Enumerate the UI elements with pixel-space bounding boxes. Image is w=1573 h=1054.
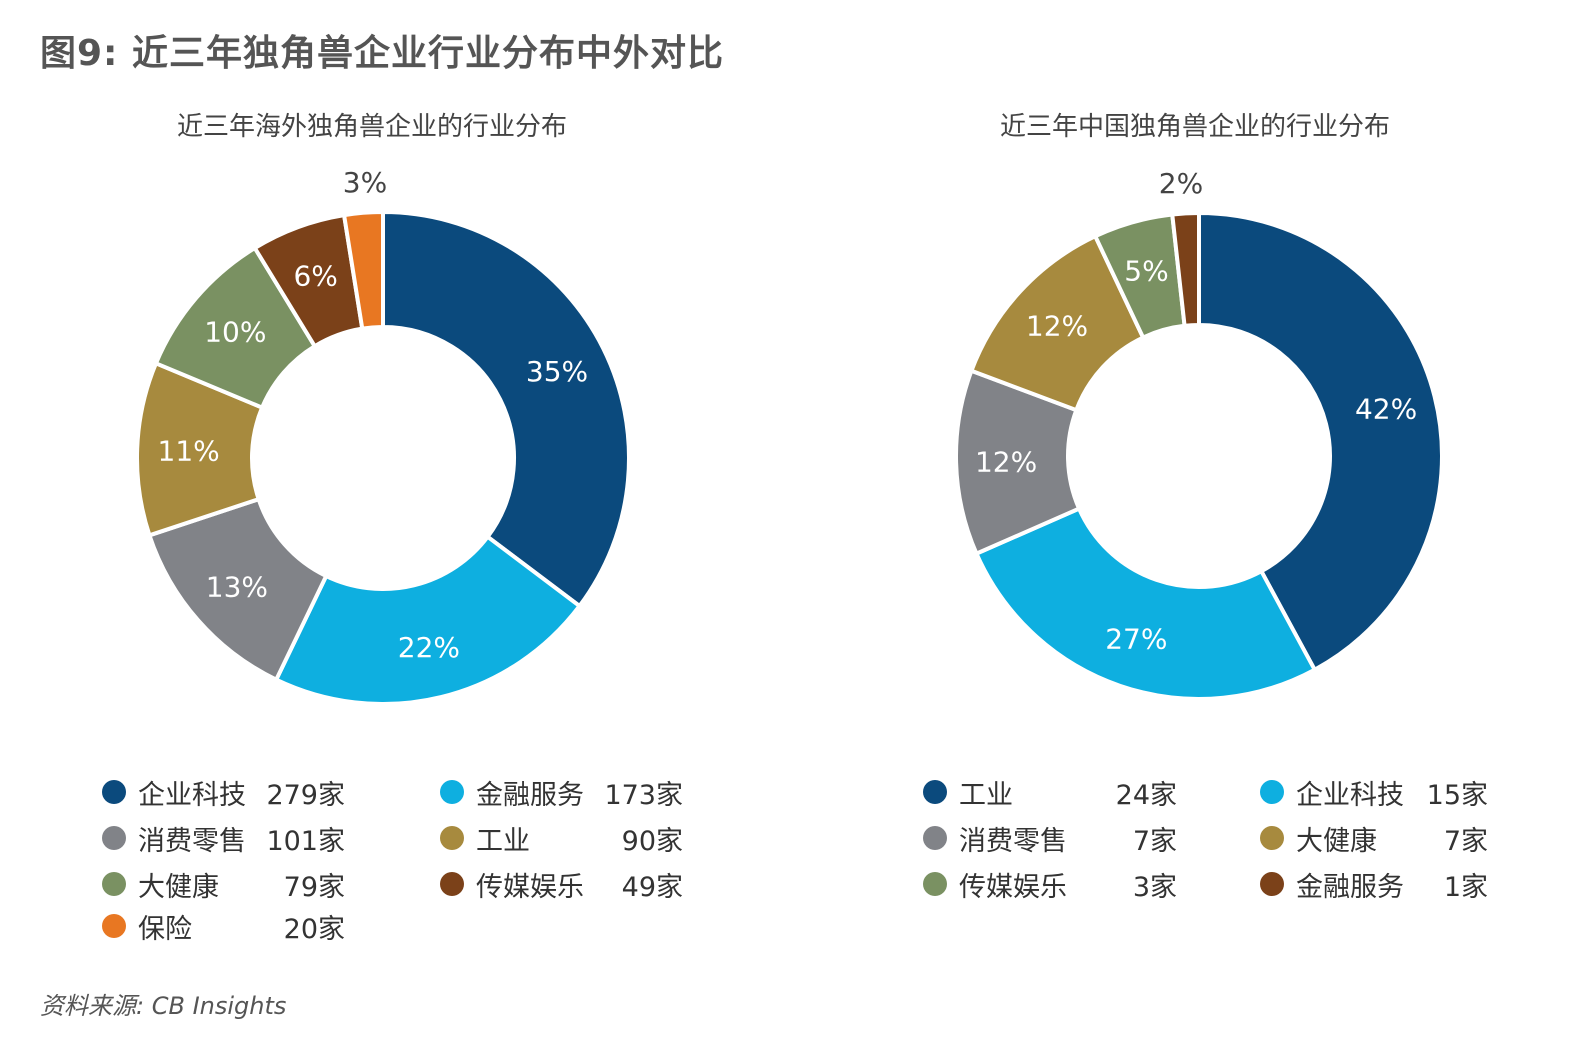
legend-label: 金融服务 — [476, 779, 584, 811]
legend-label: 企业科技 — [138, 779, 246, 811]
legend-count: 173家 — [604, 779, 683, 811]
donut-slice-企业科技 — [381, 209, 631, 609]
percent-label: 5% — [1124, 254, 1168, 287]
china-chart-title: 近三年中国独角兽企业的行业分布 — [999, 112, 1390, 142]
percent-label: 2% — [1159, 167, 1203, 200]
legend-count: 49家 — [621, 871, 683, 903]
percent-label: 3% — [343, 166, 387, 199]
percent-label: 10% — [204, 315, 266, 348]
legend-count: 79家 — [283, 871, 345, 903]
donut-slice-企业科技 — [973, 505, 1318, 701]
legend-item: 传媒娱乐 49家 — [440, 867, 683, 903]
legend-label: 工业 — [959, 779, 1013, 811]
percent-label: 13% — [206, 570, 268, 603]
donut-slice-工业 — [1197, 210, 1444, 673]
legend-swatch-icon — [1260, 780, 1284, 804]
percent-label: 11% — [158, 435, 220, 468]
legend-label: 传媒娱乐 — [959, 871, 1067, 903]
legend-label: 工业 — [476, 825, 530, 857]
legend-label: 传媒娱乐 — [476, 871, 584, 903]
legend-item: 大健康 79家 — [102, 867, 345, 903]
percent-label: 12% — [1026, 309, 1088, 342]
legend-swatch-icon — [440, 872, 464, 896]
percent-label: 35% — [526, 355, 588, 388]
legend-swatch-icon — [1260, 872, 1284, 896]
legend-label: 企业科技 — [1296, 779, 1404, 811]
legend-item: 金融服务 173家 — [440, 775, 683, 811]
legend-swatch-icon — [102, 914, 126, 938]
percent-label: 6% — [293, 260, 337, 293]
overseas-chart-title: 近三年海外独角兽企业的行业分布 — [176, 112, 567, 142]
legend-count: 3家 — [1132, 871, 1177, 903]
legend-count: 90家 — [621, 825, 683, 857]
legend-item: 保险 20家 — [102, 909, 345, 945]
legend-swatch-icon — [102, 872, 126, 896]
legend-swatch-icon — [440, 780, 464, 804]
legend-item: 传媒娱乐 3家 — [923, 867, 1177, 903]
percent-label: 22% — [398, 631, 460, 664]
percent-label: 42% — [1355, 393, 1417, 426]
legend-swatch-icon — [102, 826, 126, 850]
legend-count: 101家 — [266, 825, 345, 857]
legend-count: 24家 — [1115, 779, 1177, 811]
legend-item: 企业科技 15家 — [1260, 775, 1488, 811]
legend-count: 7家 — [1132, 825, 1177, 857]
legend-label: 保险 — [138, 913, 192, 945]
legend-swatch-icon — [923, 780, 947, 804]
legend-label: 消费零售 — [959, 825, 1067, 857]
donut-slice-金融服务 — [1170, 210, 1201, 329]
legend-count: 7家 — [1443, 825, 1488, 857]
legend-item: 工业 24家 — [923, 775, 1177, 811]
legend-count: 15家 — [1426, 779, 1488, 811]
legend-swatch-icon — [923, 872, 947, 896]
legend-label: 消费零售 — [138, 825, 246, 857]
legend-swatch-icon — [923, 826, 947, 850]
donut-slice-金融服务 — [273, 533, 583, 706]
legend-item: 金融服务 1家 — [1260, 867, 1488, 903]
legend-label: 大健康 — [1296, 825, 1377, 857]
percent-label: 27% — [1105, 623, 1167, 656]
legend-count: 279家 — [266, 779, 345, 811]
overseas-donut: 35% 22% 13% 11% 10% 6% 3% — [135, 166, 631, 706]
legend-label: 大健康 — [138, 871, 219, 903]
legend-count: 1家 — [1443, 871, 1488, 903]
legend-label: 金融服务 — [1296, 871, 1404, 903]
source-note: 资料来源: CB Insights — [40, 992, 287, 1020]
legend-swatch-icon — [102, 780, 126, 804]
china-donut: 42% 27% 12% 12% 5% 2% — [954, 167, 1444, 701]
legend-item: 消费零售 7家 — [923, 821, 1177, 857]
legend-item: 大健康 7家 — [1260, 821, 1488, 857]
legend-item: 消费零售 101家 — [102, 821, 345, 857]
legend-item: 企业科技 279家 — [102, 775, 345, 811]
legend-item: 工业 90家 — [440, 821, 683, 857]
donut-slice-保险 — [341, 209, 385, 331]
legend-swatch-icon — [1260, 826, 1284, 850]
legend-swatch-icon — [440, 826, 464, 850]
figure-title: 图9: 近三年独角兽企业行业分布中外对比 — [40, 33, 724, 74]
legend-count: 20家 — [283, 913, 345, 945]
percent-label: 12% — [975, 445, 1037, 478]
